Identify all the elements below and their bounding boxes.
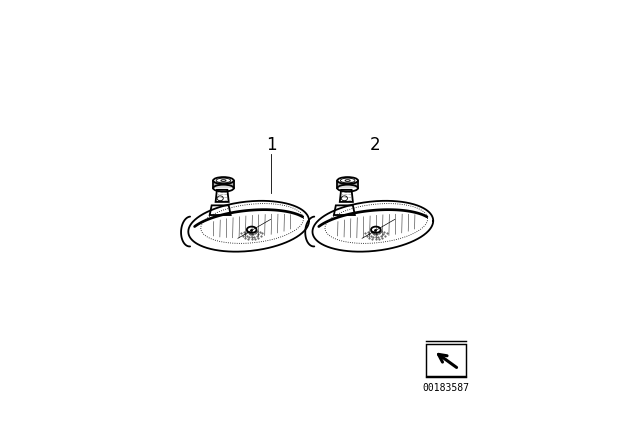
Bar bbox=[426, 344, 466, 376]
Text: 1: 1 bbox=[266, 136, 276, 154]
Text: 2: 2 bbox=[369, 136, 380, 154]
Text: 00183587: 00183587 bbox=[422, 383, 470, 392]
